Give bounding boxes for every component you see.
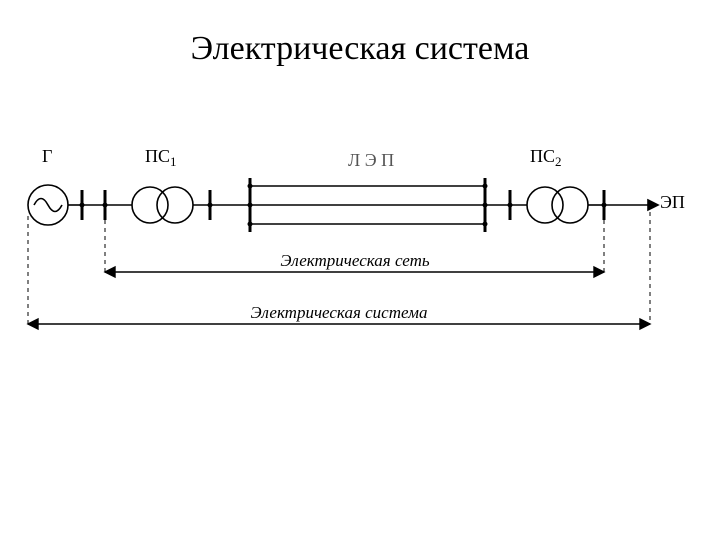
- output-arrow: [604, 200, 658, 210]
- generator-symbol: [28, 185, 68, 225]
- label-ep: ЭП: [660, 192, 685, 212]
- electrical-system-diagram: Г ПС1 Л Э П ПС2 ЭП: [0, 0, 720, 540]
- transformer-ps1: [132, 187, 193, 223]
- label-ps2: ПС2: [530, 146, 562, 169]
- transmission-lines: [250, 186, 485, 224]
- transformer-ps2: [527, 187, 588, 223]
- label-lep: Л Э П: [348, 150, 394, 170]
- svg-text:ПС2: ПС2: [530, 146, 562, 169]
- svg-text:ПС1: ПС1: [145, 146, 177, 169]
- label-generator: Г: [42, 146, 52, 166]
- span-system-label: Электрическая система: [251, 303, 428, 322]
- node-dot: [483, 222, 488, 227]
- span-network-label: Электрическая сеть: [280, 251, 429, 270]
- node-dot: [483, 184, 488, 189]
- label-ps1: ПС1: [145, 146, 177, 169]
